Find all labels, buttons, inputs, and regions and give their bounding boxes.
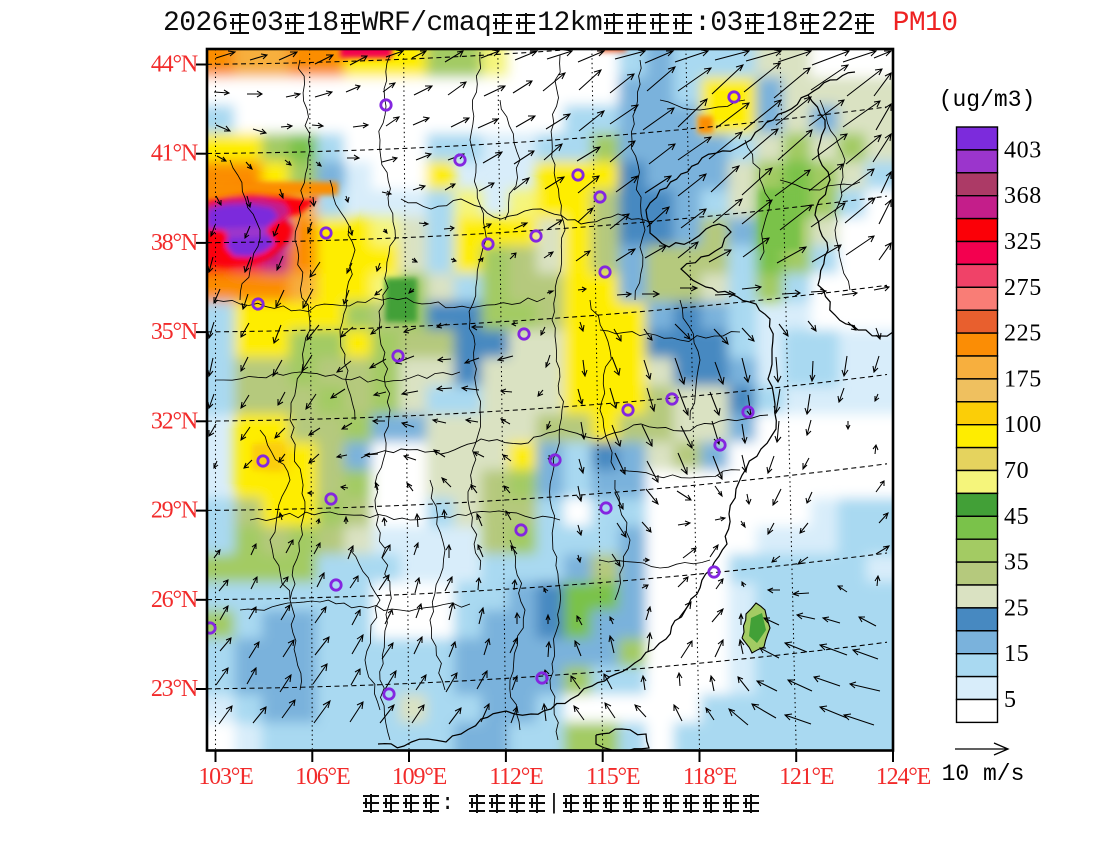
svg-text:106°E: 106°E [295, 764, 350, 790]
svg-text:41°N: 41°N [151, 141, 198, 167]
svg-text:45: 45 [1004, 504, 1029, 530]
svg-text:118°E: 118°E [683, 764, 737, 790]
svg-text:(ug/m3): (ug/m3) [939, 87, 1036, 113]
svg-text:368: 368 [1004, 183, 1042, 209]
svg-text:275: 275 [1004, 275, 1042, 301]
svg-text:403: 403 [1004, 137, 1042, 163]
svg-text:44°N: 44°N [151, 52, 198, 78]
svg-text:32°N: 32°N [151, 408, 198, 434]
svg-text:115°E: 115°E [586, 764, 640, 790]
svg-text:5: 5 [1004, 687, 1017, 713]
svg-text:112°E: 112°E [489, 764, 543, 790]
svg-text:26°N: 26°N [151, 587, 198, 613]
svg-text:23°N: 23°N [151, 676, 198, 702]
svg-text:70: 70 [1004, 458, 1029, 484]
svg-text:35: 35 [1004, 550, 1029, 576]
svg-text:29°N: 29°N [151, 498, 198, 524]
svg-text:175: 175 [1004, 366, 1042, 392]
svg-text:325: 325 [1004, 229, 1042, 255]
svg-text:225: 225 [1004, 321, 1042, 347]
svg-text:15: 15 [1004, 641, 1029, 667]
svg-text:38°N: 38°N [151, 230, 198, 256]
svg-text:124°E: 124°E [876, 764, 931, 790]
svg-text:103°E: 103°E [198, 764, 253, 790]
svg-text:35°N: 35°N [151, 319, 198, 345]
svg-text:121°E: 121°E [779, 764, 834, 790]
svg-text:25: 25 [1004, 595, 1029, 621]
svg-text:100: 100 [1004, 412, 1042, 438]
svg-text:109°E: 109°E [392, 764, 447, 790]
svg-text:10 m/s: 10 m/s [942, 761, 1025, 787]
